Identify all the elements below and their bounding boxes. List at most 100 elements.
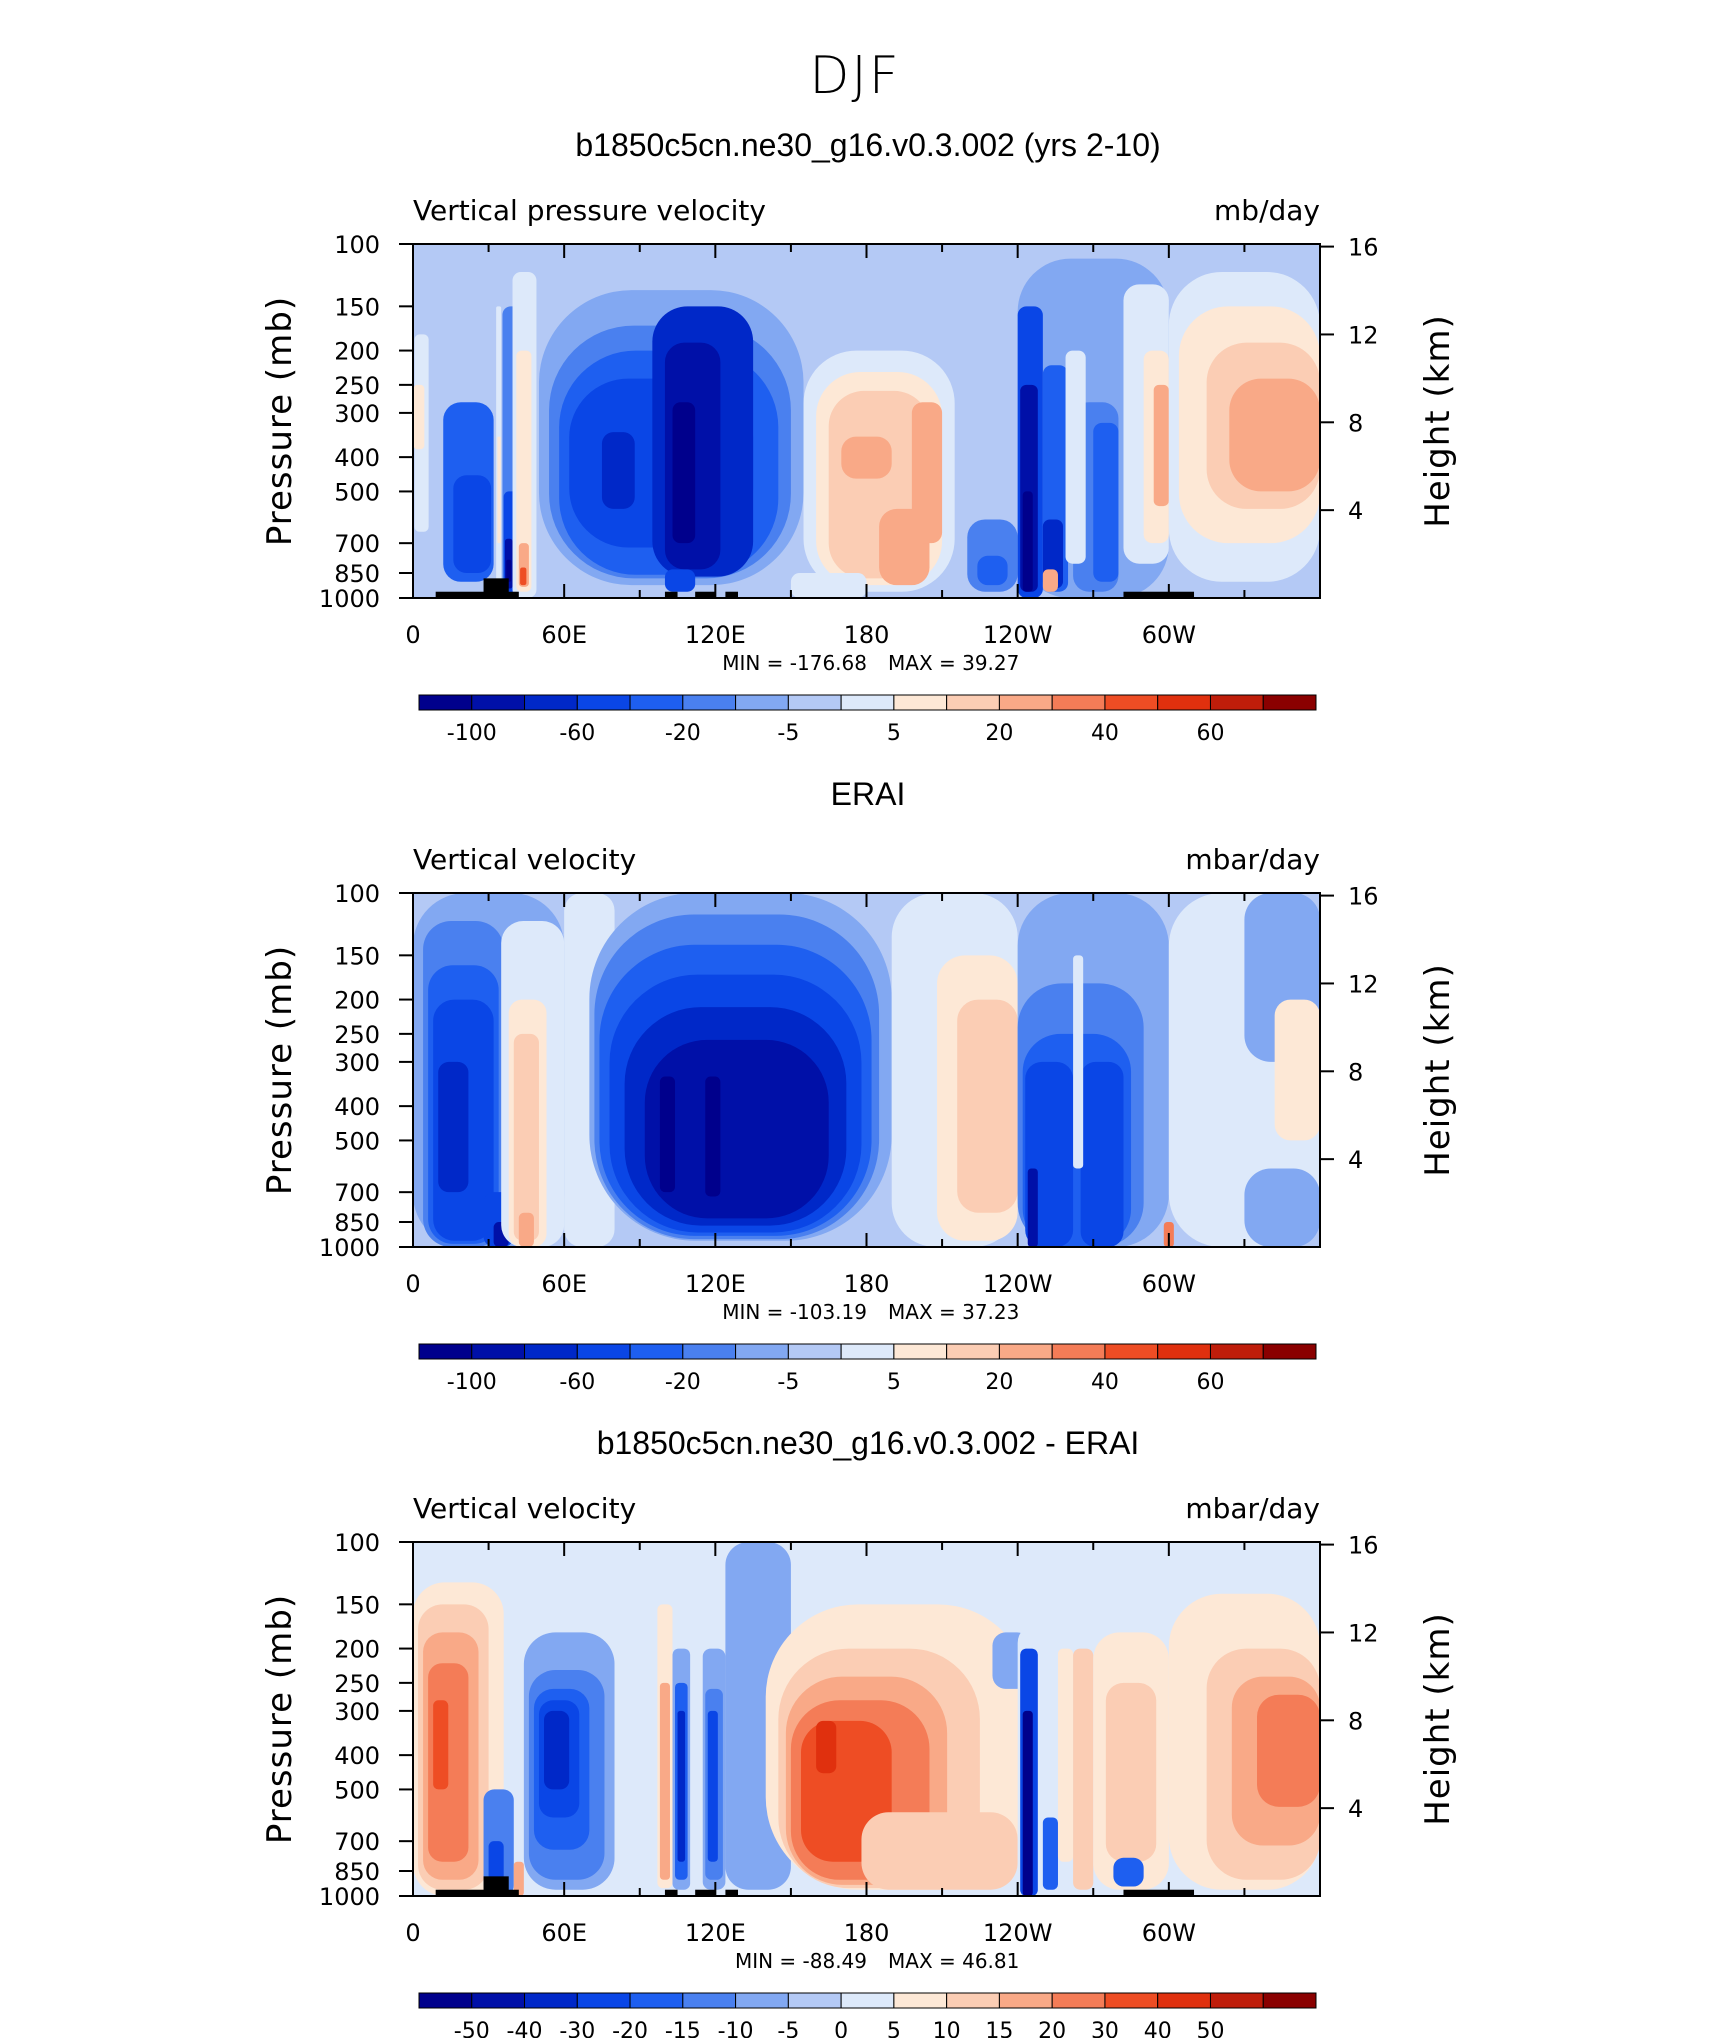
y-tick-label: 100 xyxy=(334,231,380,259)
y2-tick-label: 8 xyxy=(1348,1058,1363,1086)
colorbar-swatch xyxy=(524,1992,578,2009)
y-tick-label: 1000 xyxy=(319,1883,380,1911)
panels: b1850c5cn.ne30_g16.v0.3.002 (yrs 2-10) Ve… xyxy=(260,127,1458,2042)
colorbar-label: 60 xyxy=(1196,721,1224,746)
contour-region xyxy=(1022,491,1033,592)
colorbar-label: 20 xyxy=(1038,2019,1066,2038)
colorbar-swatch xyxy=(1157,1992,1211,2009)
contour-region xyxy=(644,1039,829,1219)
y-tick-label: 250 xyxy=(334,372,380,400)
colorbar-swatch xyxy=(735,1343,789,1360)
colorbar-label: -20 xyxy=(612,2019,648,2038)
colorbar-swatch xyxy=(682,1992,737,2009)
contour-region xyxy=(977,555,1008,586)
y-tick-label: 300 xyxy=(334,400,380,428)
x-tick-label: 120W xyxy=(983,1270,1053,1298)
contour-region xyxy=(513,1033,539,1241)
colorbar-swatch xyxy=(735,1992,789,2009)
colorbar-swatch xyxy=(682,1343,737,1360)
contour-region xyxy=(1027,1168,1038,1247)
contour-region xyxy=(1229,378,1320,492)
colorbar-label: 10 xyxy=(933,2019,961,2038)
colorbar-swatch xyxy=(893,1992,948,2009)
colorbar-label: -40 xyxy=(507,2019,543,2038)
colorbar-label: -100 xyxy=(447,721,497,746)
panel-1: b1850c5cn.ne30_g16.v0.3.002 (yrs 2-10) Ve… xyxy=(260,127,1458,746)
contour-region xyxy=(705,1076,721,1197)
max-label: MAX = 37.23 xyxy=(888,1300,1019,1324)
colorbar-label: 30 xyxy=(1091,2019,1119,2038)
topography-mask xyxy=(695,591,716,598)
x-tick-label: 120E xyxy=(685,621,746,649)
contour-region xyxy=(1073,1648,1094,1890)
contour-region xyxy=(1105,1682,1157,1862)
colorbar-swatch xyxy=(787,694,842,711)
colorbar-label: 20 xyxy=(985,1370,1013,1395)
y-axis-title: Pressure (mb) xyxy=(260,296,300,546)
colorbar-label: -20 xyxy=(665,1370,701,1395)
colorbar-swatch xyxy=(524,694,578,711)
contour-region xyxy=(841,436,892,479)
colorbar-label: -20 xyxy=(665,721,701,746)
contour-region xyxy=(438,1061,469,1193)
contour-region xyxy=(816,1720,837,1774)
colorbar-swatch xyxy=(1209,1343,1264,1360)
contour-region xyxy=(544,1710,570,1790)
topography-mask xyxy=(483,1876,509,1896)
units-label: mb/day xyxy=(1214,194,1320,227)
y2-axis-title: Height (km) xyxy=(1418,963,1458,1177)
colorbar: -100 -60 -20 -5 5 20 40 60 xyxy=(418,694,1317,746)
contour-region xyxy=(601,432,635,509)
x-tick-label: 60W xyxy=(1142,621,1196,649)
colorbar-swatch xyxy=(1051,1343,1106,1360)
x-tick-label: 120W xyxy=(983,621,1053,649)
colorbar-swatch xyxy=(840,1992,895,2009)
y2-tick-label: 12 xyxy=(1348,1619,1379,1647)
contour-region xyxy=(790,573,867,598)
panel-2: ERAI Vertical velocity mbar/day 0 60E 120E 180… xyxy=(260,776,1458,1395)
y2-tick-label: 4 xyxy=(1348,1795,1363,1823)
y2-tick-label: 16 xyxy=(1348,1532,1379,1560)
contour-region xyxy=(677,1710,686,1862)
contour-region xyxy=(1244,1168,1320,1247)
colorbar-swatch xyxy=(629,1992,684,2009)
x-tick-label: 120E xyxy=(685,1919,746,1947)
variable-label: Vertical pressure velocity xyxy=(413,194,766,227)
x-tick-label: 180 xyxy=(844,621,890,649)
min-label: MIN = -176.68 xyxy=(722,651,867,675)
y-tick-label: 150 xyxy=(334,1591,380,1619)
colorbar-swatch xyxy=(998,1992,1053,2009)
y2-axis-title: Height (km) xyxy=(1418,1612,1458,1826)
colorbar-swatch xyxy=(735,694,789,711)
max-label: MAX = 39.27 xyxy=(888,651,1019,675)
y-axis-title: Pressure (mb) xyxy=(260,945,300,1195)
max-label: MAX = 46.81 xyxy=(888,1949,1019,1973)
colorbar-swatch xyxy=(840,1343,895,1360)
topography-mask xyxy=(1123,591,1195,598)
y-axis-title: Pressure (mb) xyxy=(260,1594,300,1844)
y-tick-label: 300 xyxy=(334,1049,380,1077)
units-label: mbar/day xyxy=(1185,843,1320,876)
contour-region xyxy=(1257,1694,1320,1807)
plot-area xyxy=(413,893,1320,1247)
variable-label: Vertical velocity xyxy=(413,843,636,876)
colorbar-swatch xyxy=(840,694,895,711)
topography-mask xyxy=(1123,1889,1195,1896)
colorbar-swatch xyxy=(1104,1343,1159,1360)
topography-mask xyxy=(483,578,509,598)
colorbar-swatch xyxy=(1262,1992,1317,2009)
y-tick-label: 300 xyxy=(334,1698,380,1726)
y-tick-label: 1000 xyxy=(319,1234,380,1262)
contour-region xyxy=(1057,1648,1074,1862)
y-tick-label: 200 xyxy=(334,987,380,1015)
y2-tick-label: 16 xyxy=(1348,883,1379,911)
y2-tick-label: 8 xyxy=(1348,409,1363,437)
colorbar-swatch xyxy=(471,694,526,711)
colorbar: -100 -60 -20 -5 5 20 40 60 xyxy=(418,1343,1317,1395)
colorbar-label: -60 xyxy=(559,1370,595,1395)
colorbar-label: 5 xyxy=(887,2019,901,2038)
colorbar-swatch xyxy=(893,1343,948,1360)
contour-region xyxy=(413,384,425,450)
